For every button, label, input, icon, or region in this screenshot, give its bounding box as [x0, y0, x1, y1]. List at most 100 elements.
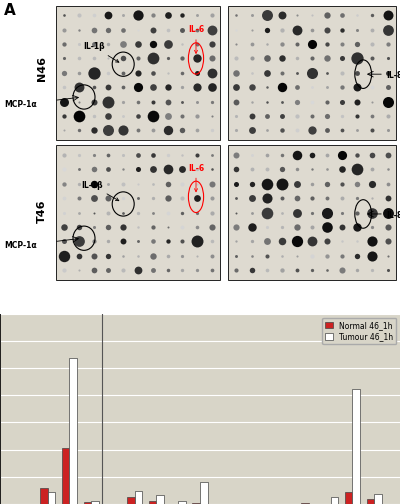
Point	[76, 251, 82, 260]
Point	[354, 251, 360, 260]
Point	[135, 112, 141, 120]
Point	[369, 223, 376, 231]
Point	[354, 179, 360, 187]
Point	[264, 11, 270, 19]
Point	[194, 54, 200, 62]
Point	[233, 251, 240, 260]
Point	[384, 83, 391, 91]
Point	[105, 165, 112, 173]
Point	[194, 223, 200, 231]
Point	[264, 54, 270, 62]
Point	[120, 112, 126, 120]
Text: IL-6: IL-6	[188, 164, 204, 192]
Point	[384, 26, 391, 34]
Point	[194, 165, 200, 173]
Point	[150, 223, 156, 231]
Point	[264, 127, 270, 135]
Point	[233, 69, 240, 77]
Point	[150, 83, 156, 91]
Point	[339, 266, 346, 274]
Point	[209, 251, 215, 260]
Point	[324, 83, 330, 91]
Point	[339, 151, 346, 159]
Text: MCP-1α: MCP-1α	[4, 241, 37, 250]
Bar	[40, 488, 48, 504]
Point	[179, 69, 186, 77]
Point	[179, 209, 186, 217]
Point	[209, 127, 215, 135]
Point	[105, 127, 112, 135]
Point	[194, 11, 200, 19]
Point	[278, 251, 285, 260]
Bar	[352, 389, 360, 504]
Point	[354, 266, 360, 274]
Point	[179, 194, 186, 202]
Point	[294, 237, 300, 245]
Point	[248, 223, 255, 231]
Point	[278, 266, 285, 274]
Point	[384, 54, 391, 62]
Point	[294, 11, 300, 19]
Point	[354, 83, 360, 91]
Bar	[366, 499, 374, 504]
Point	[61, 112, 67, 120]
Point	[369, 194, 376, 202]
Point	[384, 237, 391, 245]
Point	[324, 127, 330, 135]
Point	[264, 83, 270, 91]
Text: T46: T46	[37, 200, 47, 223]
Point	[61, 40, 67, 48]
Point	[369, 266, 376, 274]
Point	[309, 194, 315, 202]
Text: A: A	[4, 3, 16, 18]
Point	[384, 209, 391, 217]
Point	[90, 223, 97, 231]
Point	[76, 40, 82, 48]
Point	[61, 251, 67, 260]
Point	[90, 83, 97, 91]
Bar	[48, 492, 55, 504]
Point	[209, 151, 215, 159]
Point	[248, 112, 255, 120]
Point	[135, 151, 141, 159]
Point	[105, 11, 112, 19]
Point	[194, 69, 200, 77]
Point	[339, 237, 346, 245]
Bar	[228, 6, 396, 140]
Point	[278, 165, 285, 173]
Point	[233, 237, 240, 245]
Point	[150, 151, 156, 159]
Point	[90, 209, 97, 217]
Point	[135, 251, 141, 260]
Point	[120, 54, 126, 62]
Point	[384, 40, 391, 48]
Point	[90, 151, 97, 159]
Point	[209, 179, 215, 187]
Point	[209, 112, 215, 120]
Point	[150, 251, 156, 260]
Point	[209, 26, 215, 34]
Point	[76, 266, 82, 274]
Point	[135, 54, 141, 62]
Point	[248, 209, 255, 217]
Point	[179, 26, 186, 34]
Point	[354, 165, 360, 173]
Point	[150, 127, 156, 135]
Point	[369, 127, 376, 135]
Point	[369, 54, 376, 62]
Point	[278, 223, 285, 231]
Point	[194, 40, 200, 48]
Point	[90, 112, 97, 120]
Point	[164, 209, 171, 217]
Point	[264, 237, 270, 245]
Point	[294, 112, 300, 120]
Point	[354, 194, 360, 202]
Point	[209, 83, 215, 91]
Point	[309, 127, 315, 135]
Point	[233, 194, 240, 202]
Point	[339, 179, 346, 187]
Bar	[192, 502, 200, 504]
Point	[164, 127, 171, 135]
Point	[233, 179, 240, 187]
Point	[278, 194, 285, 202]
